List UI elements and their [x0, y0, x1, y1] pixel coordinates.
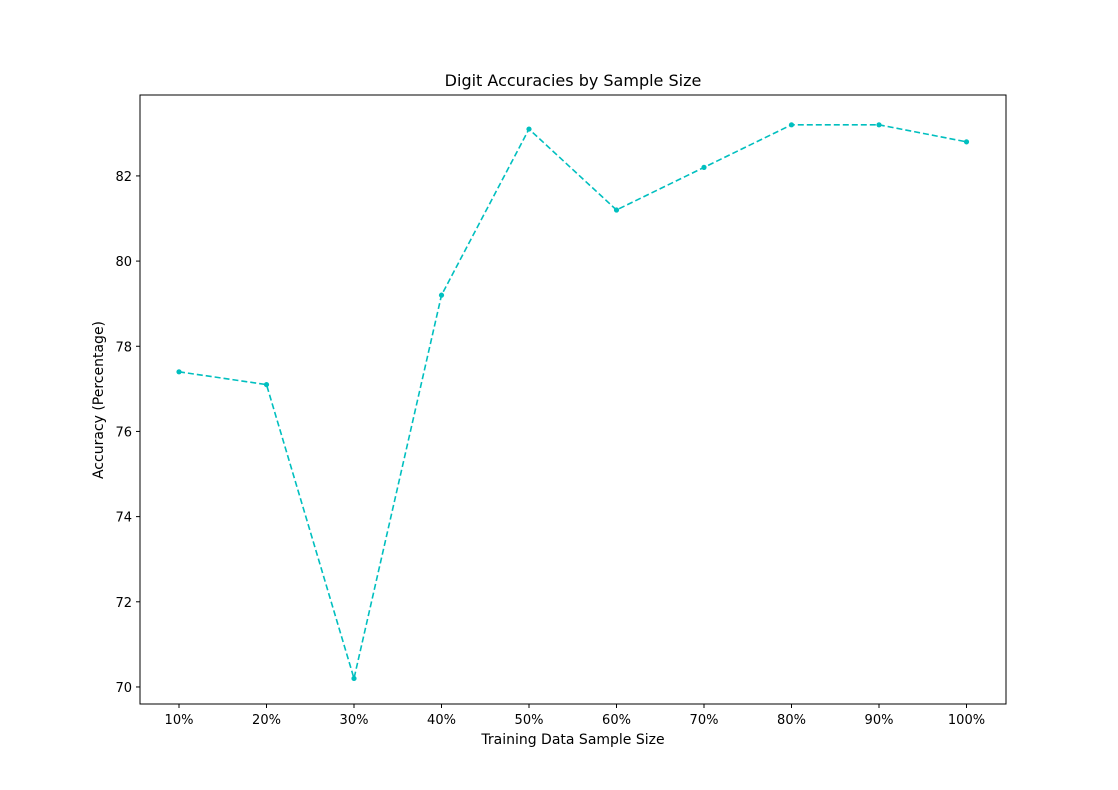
series-line: [178, 124, 967, 682]
x-tick-label: 80%: [777, 713, 806, 728]
data-point: [176, 369, 182, 375]
y-tick-label: 70: [115, 681, 132, 696]
y-axis: 70 72 74 76 78 80 82: [115, 170, 140, 696]
x-tick-label: 100%: [948, 713, 985, 728]
y-tick-label: 78: [115, 340, 132, 355]
y-axis-label: Accuracy (Percentage): [91, 321, 107, 479]
x-tick-label: 90%: [865, 713, 894, 728]
x-tick-label: 60%: [602, 713, 631, 728]
x-tick-label: 50%: [515, 713, 544, 728]
data-point: [788, 122, 795, 128]
y-tick-label: 76: [115, 425, 132, 440]
data-point: [701, 164, 707, 170]
x-tick-label: 40%: [427, 713, 456, 728]
data-point: [963, 139, 970, 145]
y-tick-label: 74: [115, 511, 132, 526]
x-tick-label: 10%: [165, 713, 194, 728]
x-axis-label: Training Data Sample Size: [480, 732, 664, 748]
x-axis: 10% 20% 30% 40% 50% 60% 70% 80% 90% 100%: [165, 704, 985, 728]
data-point: [263, 381, 270, 388]
y-tick-label: 72: [115, 596, 132, 611]
x-tick-label: 20%: [252, 713, 281, 728]
data-point: [613, 207, 620, 213]
data-point: [526, 126, 532, 132]
x-tick-label: 70%: [690, 713, 719, 728]
chart-title: Digit Accuracies by Sample Size: [445, 71, 702, 90]
data-point: [351, 675, 357, 682]
plot-frame: [139, 94, 1007, 705]
y-tick-label: 80: [115, 255, 132, 270]
x-tick-label: 30%: [340, 713, 369, 728]
data-point: [438, 292, 445, 298]
series-lines: [176, 122, 970, 682]
y-tick-label: 82: [115, 170, 132, 185]
data-point: [876, 122, 882, 128]
